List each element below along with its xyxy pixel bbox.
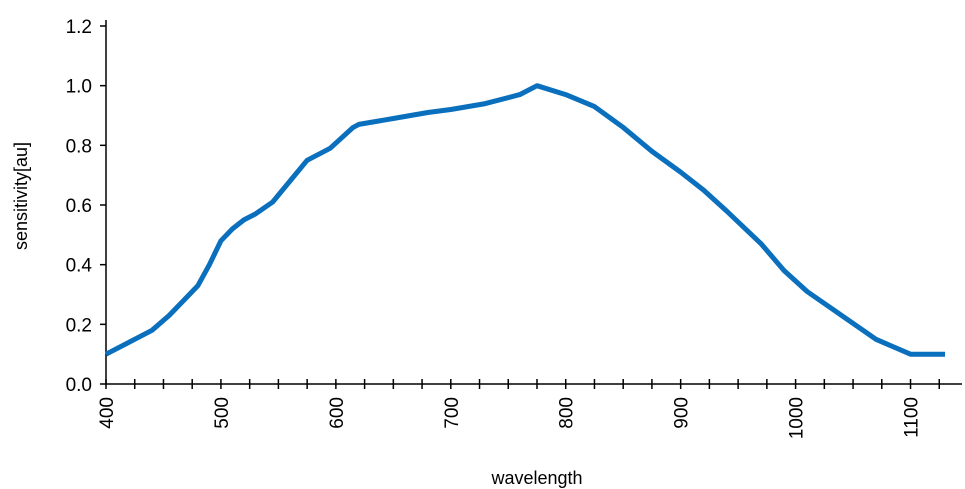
y-tick-label: 0.2 <box>66 315 92 336</box>
x-axis-title: wavelength <box>490 468 582 488</box>
y-axis-title: sensitivity[au] <box>11 142 31 250</box>
y-tick-label: 1.2 <box>66 17 92 38</box>
x-tick-label: 1100 <box>902 397 923 438</box>
ticks: 0.0 0.2 0.4 0.6 0.8 1.0 1.2 400 500 600 700 800 900 1… <box>66 17 941 439</box>
x-tick-label: 1000 <box>787 397 808 439</box>
y-tick-label: 0.8 <box>66 136 92 157</box>
series-line <box>104 83 945 357</box>
x-tick-label: 500 <box>212 397 233 429</box>
y-tick-label: 0.0 <box>66 375 92 396</box>
x-tick-label: 900 <box>672 397 693 429</box>
axes <box>105 20 962 385</box>
x-tick-label: 800 <box>557 397 578 429</box>
series-layer <box>104 83 945 357</box>
y-tick-label: 0.6 <box>66 196 92 217</box>
x-tick-label: 700 <box>442 397 463 429</box>
y-tick-label: 1.0 <box>66 77 92 98</box>
x-tick-label: 600 <box>327 397 348 429</box>
x-tick-label: 400 <box>97 397 118 429</box>
y-tick-label: 0.4 <box>66 256 93 277</box>
